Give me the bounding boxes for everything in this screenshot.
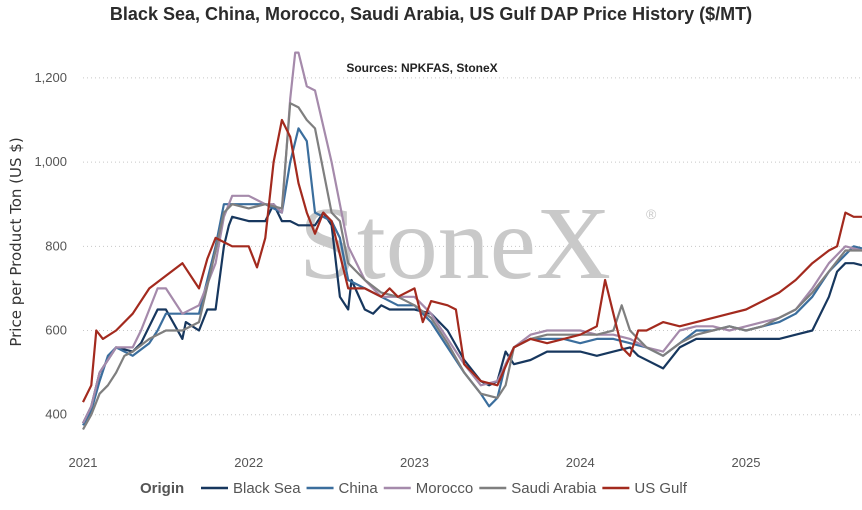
y-axis-label: Price per Product Ton (US $) — [7, 137, 25, 346]
y-tick-label: 400 — [45, 407, 67, 422]
legend-title: Origin — [140, 480, 184, 497]
legend-item: Black Sea — [233, 480, 301, 497]
legend-item: Morocco — [416, 480, 474, 497]
legend-item: US Gulf — [634, 480, 687, 497]
y-tick-label: 1,200 — [34, 70, 67, 85]
series-line-black-sea — [82, 203, 862, 424]
x-tick-label: 2021 — [69, 455, 98, 470]
legend-item: Saudi Arabia — [511, 480, 597, 497]
legend: Origin Black Sea China Morocco Saudi Arabia… — [140, 480, 688, 497]
y-axis-ticks: 400 600 800 1,000 1,200 — [34, 70, 67, 422]
watermark-registered-mark: ® — [646, 206, 657, 222]
series-line-us-gulf — [82, 118, 862, 403]
series-lines — [82, 51, 862, 431]
y-tick-label: 600 — [45, 323, 67, 338]
x-tick-label: 2022 — [234, 455, 263, 470]
y-tick-label: 800 — [45, 238, 67, 253]
watermark-logo: StoneX — [299, 186, 611, 301]
chart-title: Black Sea, China, Morocco, Saudi Arabia,… — [109, 4, 753, 24]
legend-item: China — [339, 480, 379, 497]
y-tick-label: 1,000 — [34, 154, 67, 169]
x-tick-label: 2023 — [400, 455, 429, 470]
chart-subtitle: Sources: NPKFAS, StoneX — [346, 61, 497, 75]
series-line-saudi-arabia — [82, 102, 862, 431]
x-tick-label: 2024 — [566, 455, 595, 470]
x-tick-label: 2025 — [732, 455, 761, 470]
x-axis-ticks: 2021 2022 2023 2024 2025 — [69, 455, 761, 470]
